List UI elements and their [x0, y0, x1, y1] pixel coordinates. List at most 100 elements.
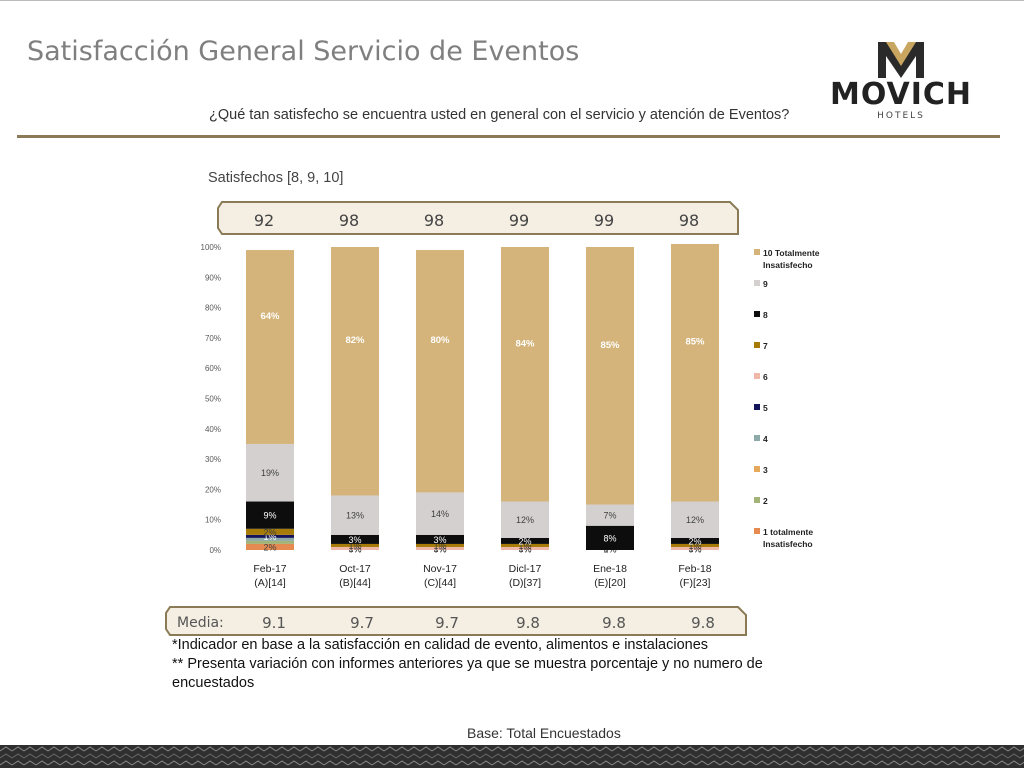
band-chevron	[839, 760, 853, 766]
band-chevron	[755, 746, 769, 752]
stacked-bar-chart: 92 98 98 99 99 98 0%10%20%30%40%50%60%70%80%9…	[165, 201, 820, 636]
bar-segment	[331, 543, 379, 547]
band-chevron	[743, 760, 757, 766]
x-tick-label: Nov-17	[423, 563, 457, 575]
band-chevron	[911, 746, 925, 752]
legend-swatch	[754, 466, 760, 472]
data-label: 1%	[688, 541, 701, 551]
band-chevron	[599, 760, 613, 766]
band-chevron	[131, 760, 145, 766]
band-chevron	[563, 753, 577, 759]
band-chevron	[863, 760, 877, 766]
band-chevron	[35, 760, 49, 766]
band-chevron	[119, 760, 133, 766]
band-chevron	[299, 746, 313, 752]
legend-label: 3	[763, 465, 768, 475]
band-chevron	[35, 746, 49, 752]
band-chevron	[899, 760, 913, 766]
band-chevron	[167, 753, 181, 759]
band-chevron	[431, 760, 445, 766]
band-chevron	[275, 753, 289, 759]
band-chevron	[575, 753, 589, 759]
banner-frame	[217, 201, 739, 235]
band-chevron	[191, 760, 205, 766]
band-chevron	[791, 746, 805, 752]
satisfechos-value: 98	[339, 211, 359, 230]
band-chevron	[95, 746, 109, 752]
band-chevron	[851, 753, 865, 759]
data-label: 1%	[688, 544, 701, 554]
media-value: 9.1	[262, 614, 286, 632]
band-chevron	[431, 753, 445, 759]
bar-segment	[331, 546, 379, 550]
data-label: 13%	[346, 511, 364, 521]
band-chevron	[983, 753, 997, 759]
band-chevron	[695, 746, 709, 752]
band-chevron	[227, 760, 241, 766]
bar-segment	[586, 504, 634, 526]
band-chevron	[311, 760, 325, 766]
band-chevron	[887, 760, 901, 766]
band-chevron	[767, 760, 781, 766]
band-chevron	[731, 753, 745, 759]
bar-segment	[246, 537, 294, 541]
x-tick-label: (F)[23]	[680, 577, 711, 589]
band-chevron	[71, 746, 85, 752]
satisfechos-value: 92	[254, 211, 274, 230]
band-chevron	[1019, 761, 1024, 766]
band-chevron	[863, 746, 877, 752]
satisfechos-value: 99	[509, 211, 529, 230]
band-chevron	[1007, 760, 1021, 766]
legend: 10 Totalmente Insatisfecho 9 8 7 6 5 4 3 2 1 total…	[754, 248, 820, 549]
media-banner: Media: 9.1 9.7 9.7 9.8 9.8 9.8	[165, 606, 747, 636]
band-chevron	[467, 746, 481, 752]
band-chevron	[947, 746, 961, 752]
band-chevron	[839, 746, 853, 752]
band-chevron	[359, 746, 373, 752]
data-label: 3%	[348, 535, 361, 545]
band-chevron	[275, 760, 289, 766]
band-chevron	[143, 753, 157, 759]
legend-swatch	[754, 373, 760, 379]
band-chevron	[635, 753, 649, 759]
band-chevron	[107, 760, 121, 766]
legend-swatch	[754, 311, 760, 317]
bar-stack: 0%1%1%2%12%84%	[501, 247, 549, 555]
logo-brand: MOVICH	[830, 77, 972, 112]
bar-segment	[331, 534, 379, 544]
band-chevron	[59, 760, 73, 766]
band-chevron	[587, 753, 601, 759]
bar-segment	[331, 247, 379, 496]
band-chevron	[935, 760, 949, 766]
band-chevron	[311, 746, 325, 752]
band-chevron	[767, 746, 781, 752]
band-chevron	[755, 760, 769, 766]
bar-segment	[501, 546, 549, 550]
band-chevron	[803, 746, 817, 752]
band-chevron	[311, 753, 325, 759]
band-chevron	[299, 753, 313, 759]
band-chevron	[107, 746, 121, 752]
decorative-footer-band	[0, 745, 1024, 768]
band-chevron	[1007, 753, 1021, 759]
band-chevron	[623, 746, 637, 752]
satisfechos-value: 98	[424, 211, 444, 230]
band-chevron	[587, 746, 601, 752]
legend-label: 10 Totalmente	[763, 248, 820, 258]
band-chevron	[83, 760, 97, 766]
band-chevron	[275, 746, 289, 752]
band-chevron	[647, 746, 661, 752]
band-chevron	[779, 746, 793, 752]
data-label: 1%	[433, 541, 446, 551]
band-chevron	[455, 746, 469, 752]
footnote-indicator: *Indicador en base a la satisfacción en …	[172, 637, 709, 653]
legend-swatch	[754, 280, 760, 286]
data-label: 64%	[260, 311, 280, 322]
band-chevron	[287, 760, 301, 766]
band-chevron	[851, 760, 865, 766]
band-chevron	[755, 753, 769, 759]
band-chevron	[431, 746, 445, 752]
band-chevron	[983, 746, 997, 752]
band-chevron	[71, 753, 85, 759]
band-chevron	[611, 753, 625, 759]
